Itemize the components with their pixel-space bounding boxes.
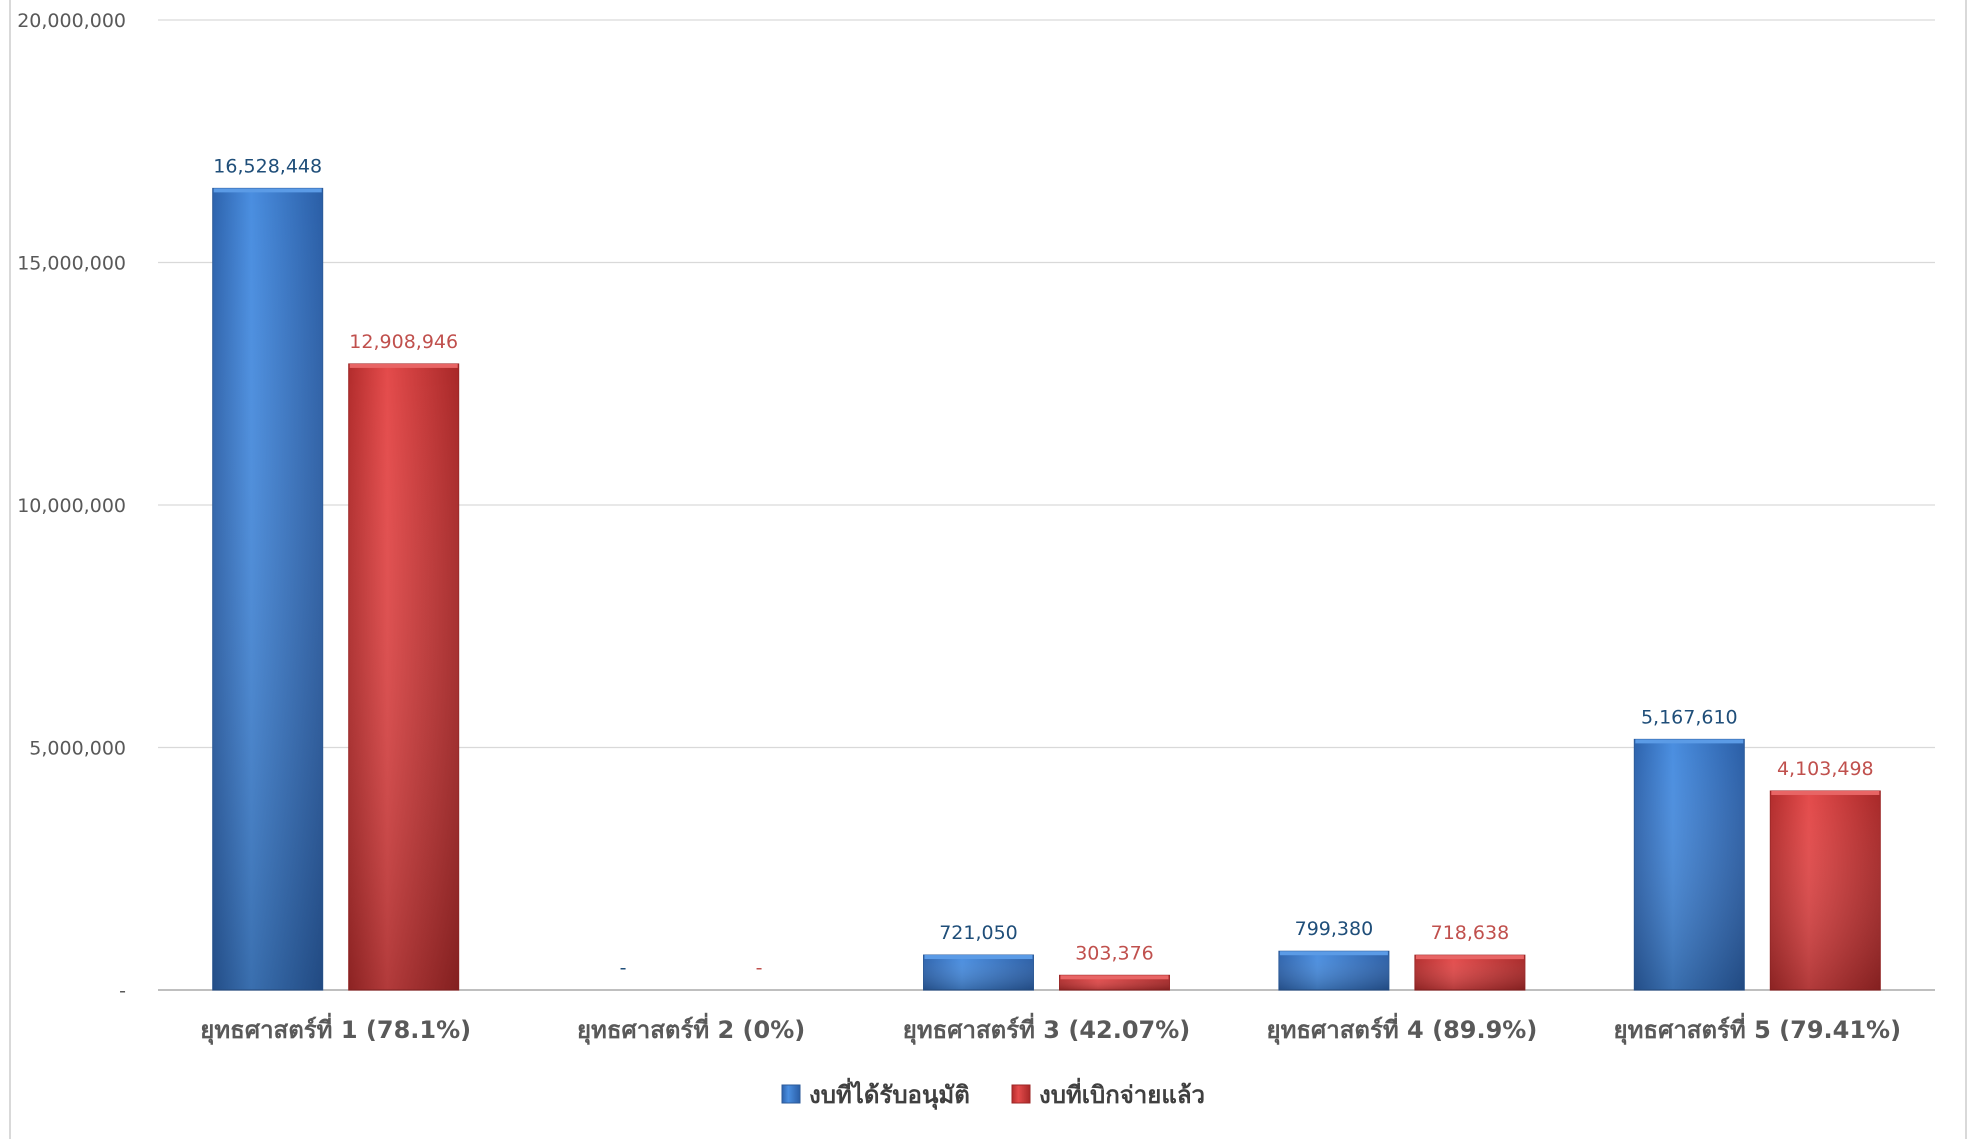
bar-shading	[212, 188, 323, 991]
bar-top-bevel	[1279, 951, 1388, 956]
bar-shading	[923, 955, 1034, 990]
bar-top-bevel	[1415, 955, 1524, 960]
chart-border	[9, 0, 1967, 1139]
y-tick-label: 5,000,000	[29, 738, 126, 760]
bar-shading	[348, 363, 459, 990]
data-label: 4,103,498	[1777, 758, 1874, 780]
y-tick-label: 20,000,000	[17, 10, 126, 32]
x-tick-label: ยุทธศาสตร์ที่ 5 (79.41%)	[1614, 1012, 1902, 1046]
legend-item: งบที่เบิกจ่ายแล้ว	[1011, 1077, 1205, 1109]
x-tick-label: ยุทธศาสตร์ที่ 3 (42.07%)	[903, 1012, 1191, 1046]
bar-top-bevel	[924, 955, 1033, 960]
data-label: 12,908,946	[349, 331, 458, 353]
bar-top-bevel	[1635, 739, 1744, 744]
x-tick-label: ยุทธศาสตร์ที่ 2 (0%)	[577, 1012, 805, 1046]
data-label: 16,528,448	[213, 155, 322, 177]
data-label: -	[756, 957, 763, 979]
bar-top-bevel	[1060, 975, 1169, 980]
data-label: -	[620, 957, 627, 979]
legend-swatch	[1011, 1084, 1031, 1104]
legend-label: งบที่เบิกจ่ายแล้ว	[1039, 1077, 1205, 1109]
bar-shading	[1414, 955, 1525, 990]
data-label: 799,380	[1295, 918, 1374, 940]
x-tick-label: ยุทธศาสตร์ที่ 4 (89.9%)	[1267, 1012, 1538, 1046]
legend-swatch	[781, 1084, 801, 1104]
x-tick-label: ยุทธศาสตร์ที่ 1 (78.1%)	[200, 1012, 471, 1046]
data-label: 718,638	[1431, 922, 1510, 944]
y-tick-label: 10,000,000	[17, 495, 126, 517]
y-tick-label: 15,000,000	[17, 253, 126, 275]
data-label: 721,050	[939, 922, 1018, 944]
bar-shading	[1770, 790, 1881, 990]
data-label: 5,167,610	[1641, 706, 1738, 728]
legend-item: งบที่ได้รับอนุมัติ	[781, 1077, 970, 1111]
bar-shading	[1278, 951, 1389, 990]
bar-top-bevel	[1771, 790, 1880, 795]
data-label: 303,376	[1075, 942, 1154, 964]
bar-shading	[1634, 739, 1745, 990]
bar-top-bevel	[349, 363, 458, 368]
bar-top-bevel	[213, 188, 322, 193]
y-tick-label: -	[119, 980, 126, 1002]
legend-label: งบที่ได้รับอนุมัติ	[809, 1077, 970, 1111]
